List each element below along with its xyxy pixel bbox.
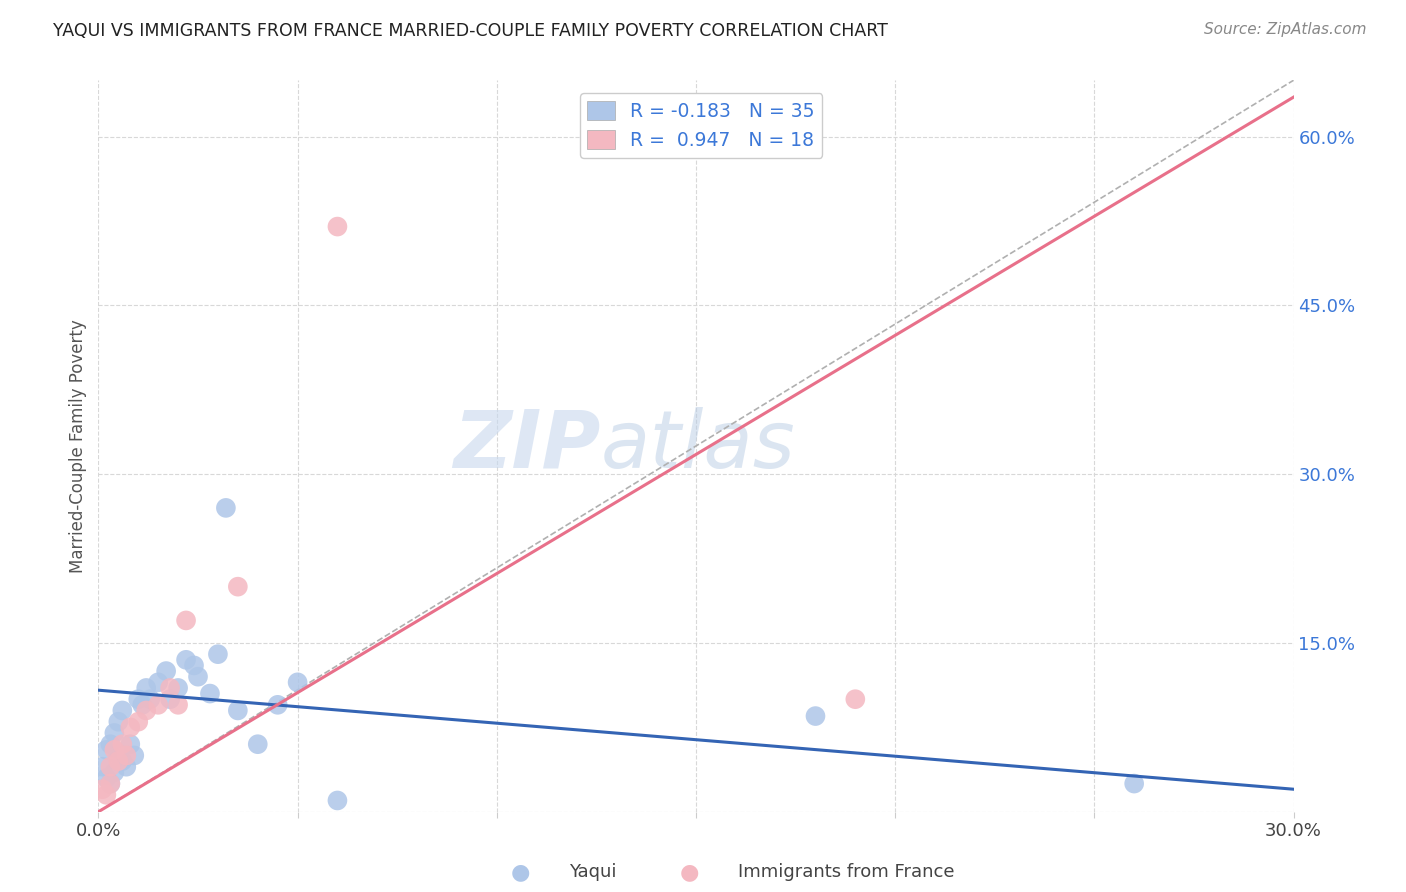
- Legend: R = -0.183   N = 35, R =  0.947   N = 18: R = -0.183 N = 35, R = 0.947 N = 18: [579, 94, 823, 158]
- Point: [844, 692, 866, 706]
- Point: [198, 687, 221, 701]
- Text: Source: ZipAtlas.com: Source: ZipAtlas.com: [1204, 22, 1367, 37]
- Text: Yaqui: Yaqui: [569, 863, 617, 881]
- Text: ●: ●: [679, 863, 699, 882]
- Point: [326, 219, 349, 234]
- Point: [115, 748, 138, 763]
- Point: [804, 709, 827, 723]
- Point: [167, 698, 190, 712]
- Text: Immigrants from France: Immigrants from France: [738, 863, 955, 881]
- Point: [174, 653, 197, 667]
- Point: [135, 681, 157, 695]
- Point: [226, 580, 249, 594]
- Point: [326, 793, 349, 807]
- Point: [1123, 776, 1146, 790]
- Point: [91, 760, 114, 774]
- Point: [96, 771, 118, 785]
- Point: [98, 776, 122, 790]
- Point: [207, 647, 229, 661]
- Point: [155, 664, 177, 678]
- Point: [215, 500, 238, 515]
- Y-axis label: Married-Couple Family Poverty: Married-Couple Family Poverty: [69, 319, 87, 573]
- Point: [111, 703, 134, 717]
- Text: ZIP: ZIP: [453, 407, 600, 485]
- Point: [124, 748, 146, 763]
- Point: [98, 776, 122, 790]
- Point: [246, 737, 269, 751]
- Point: [120, 720, 142, 734]
- Point: [107, 754, 129, 768]
- Text: YAQUI VS IMMIGRANTS FROM FRANCE MARRIED-COUPLE FAMILY POVERTY CORRELATION CHART: YAQUI VS IMMIGRANTS FROM FRANCE MARRIED-…: [53, 22, 889, 40]
- Point: [135, 703, 157, 717]
- Point: [127, 714, 149, 729]
- Point: [174, 614, 197, 628]
- Point: [267, 698, 290, 712]
- Point: [111, 737, 134, 751]
- Point: [107, 748, 129, 763]
- Point: [103, 765, 125, 780]
- Text: ●: ●: [510, 863, 530, 882]
- Point: [115, 760, 138, 774]
- Text: atlas: atlas: [600, 407, 796, 485]
- Point: [183, 658, 205, 673]
- Point: [139, 692, 162, 706]
- Point: [148, 675, 170, 690]
- Point: [127, 692, 149, 706]
- Point: [98, 760, 122, 774]
- Point: [187, 670, 209, 684]
- Point: [98, 737, 122, 751]
- Point: [107, 714, 129, 729]
- Point: [159, 681, 181, 695]
- Point: [131, 698, 153, 712]
- Point: [287, 675, 309, 690]
- Point: [96, 743, 118, 757]
- Point: [103, 743, 125, 757]
- Point: [167, 681, 190, 695]
- Point: [148, 698, 170, 712]
- Point: [111, 754, 134, 768]
- Point: [91, 782, 114, 797]
- Point: [96, 788, 118, 802]
- Point: [226, 703, 249, 717]
- Point: [120, 737, 142, 751]
- Point: [103, 726, 125, 740]
- Point: [159, 692, 181, 706]
